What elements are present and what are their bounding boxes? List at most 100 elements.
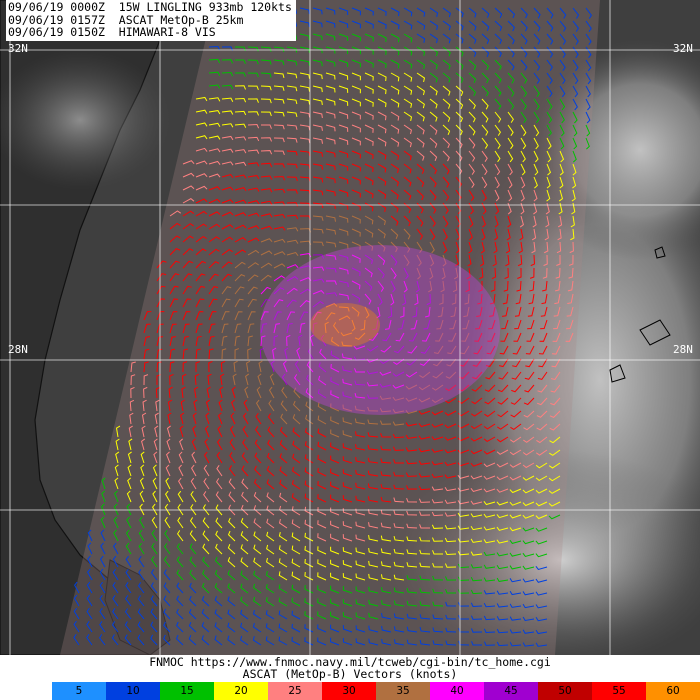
- wind-barb: [470, 436, 483, 442]
- wind-barb: [195, 361, 200, 373]
- wind-barb: [432, 601, 444, 607]
- wind-barb: [530, 254, 535, 267]
- wind-barb: [535, 527, 548, 532]
- wind-barb: [234, 187, 247, 192]
- wind-barb: [546, 59, 553, 71]
- wind-barb: [100, 542, 106, 555]
- wind-barb: [368, 638, 379, 646]
- wind-barb: [140, 464, 145, 477]
- wind-barb: [444, 461, 457, 466]
- wind-barb: [169, 348, 176, 360]
- wind-barb: [403, 124, 412, 135]
- wind-barb: [342, 599, 353, 607]
- wind-barb: [293, 387, 301, 399]
- wind-barb: [515, 293, 522, 305]
- wind-barb: [429, 124, 438, 135]
- product-header: 09/06/19 0000Z 15W LINGLING 933mb 120kts…: [6, 0, 296, 41]
- wind-barb: [406, 523, 418, 529]
- wind-barb: [312, 300, 324, 308]
- wind-barb: [431, 461, 444, 466]
- wind-barb: [390, 163, 400, 174]
- wind-barb: [381, 600, 392, 607]
- wind-barb: [585, 111, 591, 124]
- wind-barb: [165, 477, 171, 490]
- wind-barb: [520, 163, 526, 176]
- wind-barb: [208, 84, 221, 89]
- wind-barb: [467, 254, 472, 267]
- wind-barb: [496, 552, 509, 557]
- wind-barb: [510, 410, 522, 418]
- wind-barb: [481, 163, 488, 176]
- wind-barb: [481, 20, 490, 31]
- wind-barb: [260, 200, 273, 205]
- wind-barb: [317, 402, 327, 412]
- wind-barb: [286, 227, 299, 232]
- wind-barb: [444, 550, 457, 555]
- wind-barb: [497, 423, 509, 430]
- wind-barb: [408, 332, 418, 342]
- wind-barb: [351, 241, 361, 250]
- wind-barb: [468, 150, 476, 162]
- wind-barb: [403, 176, 412, 187]
- wind-barb: [429, 33, 438, 44]
- wind-barb: [535, 642, 548, 647]
- wind-barb: [127, 477, 132, 490]
- wind-barb: [549, 423, 561, 431]
- wind-barb: [175, 634, 184, 646]
- wind-barb: [364, 72, 374, 81]
- wind-field-45kt: [260, 245, 500, 415]
- wind-barb: [390, 59, 400, 69]
- wind-barb: [405, 447, 418, 452]
- wind-barb: [545, 215, 550, 228]
- wind-barb: [527, 319, 535, 330]
- wind-barb: [442, 7, 451, 18]
- wind-barb: [444, 423, 457, 429]
- wind-barb: [126, 490, 132, 503]
- wind-barb: [377, 72, 387, 82]
- wind-barb: [286, 176, 298, 182]
- wind-barb: [475, 319, 483, 330]
- wind-barb: [204, 425, 210, 438]
- wind-barb: [351, 267, 361, 276]
- wind-barb: [278, 545, 288, 555]
- wind-barb: [319, 348, 327, 360]
- wind-barb: [377, 7, 387, 16]
- wind-barb: [266, 557, 275, 568]
- wind-barb: [182, 223, 194, 230]
- wind-barb: [442, 124, 451, 136]
- wind-barb: [380, 471, 392, 477]
- wind-barb: [381, 587, 392, 594]
- wind-barb: [390, 215, 399, 226]
- wind-barb: [265, 610, 275, 620]
- wind-barb: [377, 85, 387, 95]
- wind-barb: [141, 425, 146, 438]
- wind-barb: [468, 202, 474, 215]
- wind-barb: [510, 423, 522, 431]
- wind-barb: [519, 215, 524, 228]
- wind-barb: [419, 524, 431, 529]
- wind-barb: [494, 85, 502, 97]
- wind-barb: [429, 215, 436, 227]
- wind-barb: [483, 475, 496, 480]
- wind-barb: [227, 543, 236, 555]
- wind-barb: [546, 163, 552, 176]
- wind-barb: [520, 72, 528, 84]
- wind-barb: [242, 439, 249, 451]
- wind-barb: [520, 33, 528, 45]
- wind-barb: [540, 306, 548, 317]
- wind-barb: [291, 519, 301, 529]
- wind-barb: [126, 529, 132, 542]
- wind-barb: [163, 582, 171, 594]
- wind-barb: [164, 490, 171, 503]
- wind-barb: [208, 286, 219, 295]
- wind-barb: [182, 235, 194, 243]
- wind-barb: [496, 501, 509, 506]
- wind-barb: [221, 46, 233, 51]
- wind-barb: [240, 517, 249, 529]
- wind-barb: [266, 479, 275, 490]
- wind-barb: [215, 517, 223, 529]
- wind-barb: [351, 163, 361, 172]
- wind-barb: [227, 609, 236, 620]
- wind-barb: [291, 623, 301, 633]
- wind-barb: [496, 475, 509, 481]
